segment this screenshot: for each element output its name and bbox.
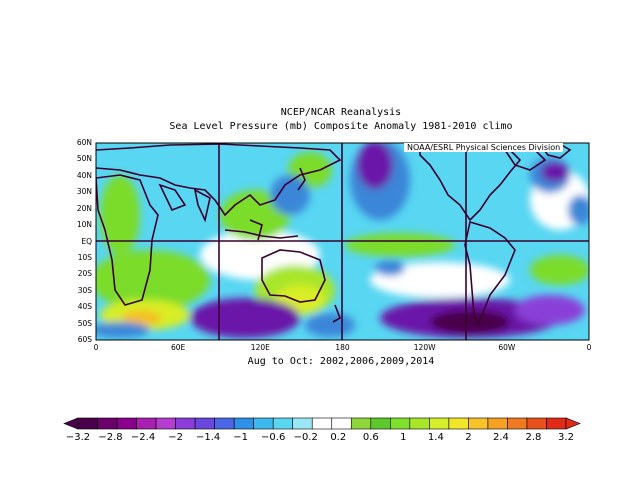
colorbar-label: 1 <box>400 432 407 443</box>
colorbar-swatch <box>526 417 547 430</box>
colorbar-label: −1.4 <box>195 432 221 443</box>
colorbar-swatch <box>390 417 411 430</box>
colorbar-label: −2.8 <box>98 432 123 443</box>
colorbar-swatch <box>253 417 274 430</box>
colorbar-swatch <box>370 417 391 430</box>
colorbar-swatch <box>214 417 235 430</box>
colorbar-label: 2.4 <box>492 432 509 443</box>
colorbar-label: −2 <box>168 432 183 443</box>
colorbar-swatch <box>194 417 215 430</box>
map-title: NCEP/NCAR Reanalysis <box>280 107 402 118</box>
colorbar-swatch <box>448 417 469 430</box>
coastlines <box>96 143 572 328</box>
colorbar-label: 1.4 <box>427 432 444 443</box>
latitude-label: EQ <box>81 236 92 246</box>
colorbar <box>63 417 581 430</box>
colorbar-swatch <box>136 417 157 430</box>
colorbar-swatch <box>409 417 430 430</box>
colorbar-label: −1 <box>233 432 249 443</box>
colorbar-label: 0.6 <box>362 432 379 443</box>
longitude-label: 60E <box>171 343 186 352</box>
colorbar-swatch <box>175 417 196 430</box>
colorbar-label: −0.6 <box>261 432 286 443</box>
longitude-label: 180 <box>335 343 350 352</box>
latitude-label: 20N <box>76 203 92 213</box>
colorbar-swatch <box>292 417 313 430</box>
colorbar-swatch <box>546 417 567 430</box>
longitude-label: 60W <box>498 343 516 352</box>
grid-lines <box>96 143 589 340</box>
latitude-label: 30S <box>77 285 92 295</box>
map-subtitle: Sea Level Pressure (mb) Composite Anomal… <box>169 121 513 132</box>
anomaly-field <box>96 143 589 340</box>
latitude-label: 10N <box>76 220 92 230</box>
colorbar-swatch <box>350 417 372 430</box>
latitude-label: 60S <box>77 335 92 344</box>
colorbar-swatch <box>233 417 254 430</box>
longitude-label: 0 <box>93 343 99 352</box>
colorbar-swatch <box>155 417 176 430</box>
colorbar-swatch <box>487 417 508 430</box>
latitude-label: 40N <box>76 170 92 180</box>
colorbar-swatch <box>97 417 118 430</box>
colorbar-swatch <box>429 417 450 430</box>
colorbar-max-arrow <box>565 417 581 430</box>
latitude-label: 10S <box>77 252 92 262</box>
longitude-label: 0 <box>586 343 592 352</box>
colorbar-label: 2 <box>465 432 472 443</box>
colorbar-swatch <box>468 417 489 430</box>
latitude-label: 60N <box>76 138 92 147</box>
colorbar-swatch <box>272 417 294 430</box>
latitude-label: 40S <box>77 302 92 312</box>
colorbar-swatch <box>116 417 137 430</box>
colorbar-label: 3.2 <box>558 432 574 443</box>
colorbar-swatch <box>77 417 98 430</box>
colorbar-swatch <box>331 417 352 430</box>
period-label: Aug to Oct: 2002,2006,2009,2014 <box>247 356 435 367</box>
longitude-label: 120W <box>413 343 436 352</box>
colorbar-label: −3.2 <box>65 432 91 443</box>
colorbar-label: −2.4 <box>130 432 156 443</box>
colorbar-label: 2.8 <box>525 432 542 443</box>
map-frame <box>95 142 590 341</box>
latitude-label: 50S <box>77 318 92 328</box>
longitude-label: 120E <box>250 343 270 352</box>
credit-label: NOAA/ESRL Physical Sciences Division <box>404 143 564 152</box>
latitude-label: 20S <box>77 269 92 279</box>
latitude-label: 50N <box>76 154 92 164</box>
colorbar-swatch <box>507 417 528 430</box>
latitude-label: 30N <box>76 187 92 197</box>
colorbar-min-arrow <box>63 417 79 430</box>
colorbar-swatch <box>311 417 333 430</box>
colorbar-label: 0.2 <box>330 432 347 443</box>
colorbar-label: −0.2 <box>293 432 318 443</box>
